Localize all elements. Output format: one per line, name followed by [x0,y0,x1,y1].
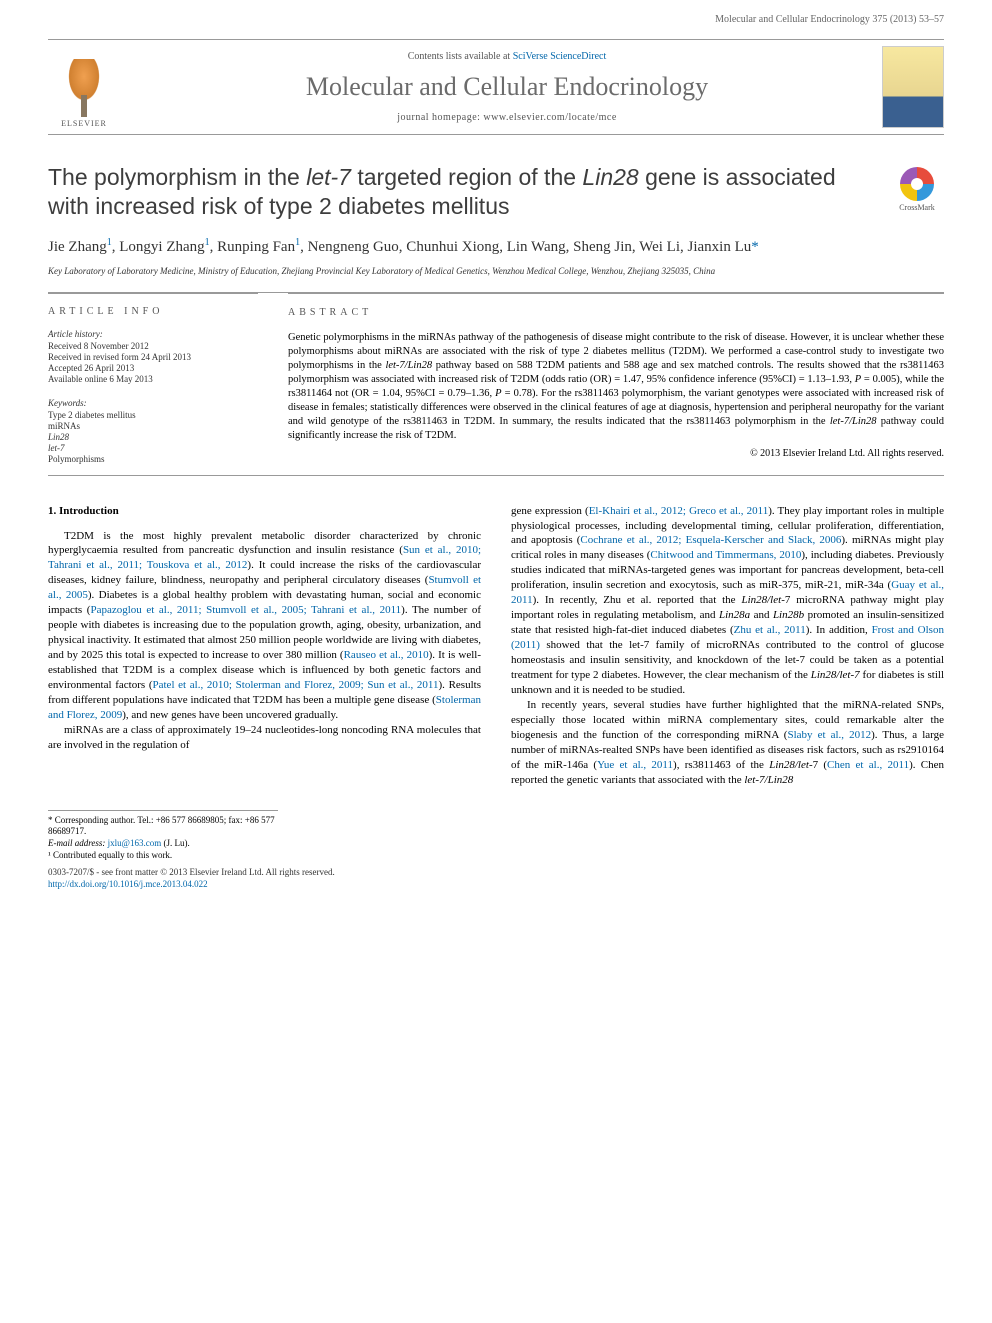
citation-link[interactable]: Slaby et al., 2012 [787,729,871,741]
article-info: article info Article history: Received 8… [48,293,258,465]
crossmark-icon [900,167,934,201]
citation-link[interactable]: Cochrane et al., 2012; Esquela-Kerscher … [580,534,841,546]
body-paragraph: In recently years, several studies have … [511,698,944,788]
banner-center: Contents lists available at SciVerse Sci… [132,51,882,123]
author-name: Jie Zhang [48,239,107,255]
issn-line: 0303-7207/$ - see front matter © 2013 El… [48,867,944,879]
citation-link[interactable]: Chen et al., 2011 [827,759,909,771]
homepage-prefix: journal homepage: [397,112,483,123]
contrib-note: ¹ Contributed equally to this work. [48,850,278,862]
keyword: Type 2 diabetes mellitus [48,410,258,420]
corresponding-mark[interactable]: * [751,239,759,255]
elsevier-tree-icon [58,59,110,117]
history-line: Received 8 November 2012 [48,341,258,351]
article-title: The polymorphism in the let-7 targeted r… [48,163,872,222]
email-link[interactable]: jxlu@163.com [108,838,162,848]
citation-link[interactable]: Rauseo et al., 2010 [344,649,429,661]
abstract-heading: abstract [288,306,944,319]
text: and [750,609,773,621]
article-header: The polymorphism in the let-7 targeted r… [48,163,944,278]
email-label: E-mail address: [48,838,105,848]
title-seg: targeted region of the [351,164,582,190]
body-col-right: gene expression (El-Khairi et al., 2012;… [511,504,944,788]
crossmark-label: CrossMark [890,203,944,212]
author-name: , Runping Fan [210,239,295,255]
history-line: Available online 6 May 2013 [48,374,258,384]
doi-block: 0303-7207/$ - see front matter © 2013 El… [48,867,944,890]
keyword: Lin28 [48,432,258,442]
body-paragraph: gene expression (El-Khairi et al., 2012;… [511,504,944,698]
italic: Lin28/let [741,594,781,606]
citation-link[interactable]: Patel et al., 2010; Stolerman and Florez… [153,679,439,691]
keywords-label: Keywords: [48,398,258,408]
citation-link[interactable]: Chitwood and Timmermans, 2010 [650,549,801,561]
author-name: , Nengneng Guo, Chunhui Xiong, Lin Wang,… [300,239,751,255]
citation-link[interactable]: Zhu et al., 2011 [734,624,806,636]
info-abstract-row: article info Article history: Received 8… [48,293,944,465]
text: ), rs3811463 of the [673,759,769,771]
sciencedirect-link[interactable]: SciVerse ScienceDirect [513,51,607,62]
journal-title: Molecular and Cellular Endocrinology [132,72,882,102]
italic: Lin28/let [769,759,809,771]
corresponding-note: * Corresponding author. Tel.: +86 577 86… [48,815,278,838]
elsevier-logo: ELSEVIER [48,46,120,128]
elsevier-text: ELSEVIER [61,119,107,128]
keyword: miRNAs [48,421,258,431]
email-line: E-mail address: jxlu@163.com (J. Lu). [48,838,278,850]
title-italic: let-7 [306,164,351,190]
abs-italic: let-7/Lin28 [385,360,432,371]
body-col-left: 1. Introduction T2DM is the most highly … [48,504,481,788]
affiliation: Key Laboratory of Laboratory Medicine, M… [48,266,944,278]
italic: Lin28b [773,609,804,621]
body-columns: 1. Introduction T2DM is the most highly … [48,504,944,788]
homepage-url[interactable]: www.elsevier.com/locate/mce [483,112,616,123]
history-label: Article history: [48,329,258,339]
italic: Lin28a [719,609,750,621]
italic: Lin28/let-7 [811,669,860,681]
text: ), and new genes have been uncovered gra… [122,709,338,721]
citation-link[interactable]: Yue et al., 2011 [597,759,673,771]
abstract-text: Genetic polymorphisms in the miRNAs path… [288,331,944,444]
text: ). In addition, [806,624,872,636]
journal-banner: ELSEVIER Contents lists available at Sci… [48,39,944,135]
crossmark-badge[interactable]: CrossMark [890,167,944,212]
title-seg: The polymorphism in the [48,164,306,190]
history-line: Received in revised form 24 April 2013 [48,352,258,362]
footer-notes: * Corresponding author. Tel.: +86 577 86… [48,810,278,862]
italic: let-7/Lin28 [744,774,793,786]
text: -7 ( [809,759,827,771]
abs-italic: let-7/Lin28 [830,416,877,427]
body-paragraph: miRNAs are a class of approximately 19–2… [48,723,481,753]
journal-cover-thumb [882,46,944,128]
contents-prefix: Contents lists available at [408,51,513,62]
abstract: abstract Genetic polymorphisms in the mi… [288,293,944,465]
text: gene expression ( [511,505,589,517]
keyword: Polymorphisms [48,454,258,464]
copyright: © 2013 Elsevier Ireland Ltd. All rights … [288,447,944,460]
info-heading: article info [48,306,258,317]
email-suffix: (J. Lu). [161,838,190,848]
history-line: Accepted 26 April 2013 [48,363,258,373]
keyword: let-7 [48,443,258,453]
authors: Jie Zhang1, Longyi Zhang1, Runping Fan1,… [48,236,944,258]
citation-link[interactable]: El-Khairi et al., 2012; Greco et al., 20… [589,505,769,517]
running-header: Molecular and Cellular Endocrinology 375… [0,0,992,31]
text: ). In recently, Zhu et al. reported that… [533,594,742,606]
doi-link[interactable]: http://dx.doi.org/10.1016/j.mce.2013.04.… [48,879,944,891]
divider [48,475,944,476]
text: miRNAs are a class of approximately 19–2… [48,724,481,751]
citation-link[interactable]: Papazoglou et al., 2011; Stumvoll et al.… [90,604,401,616]
body-paragraph: T2DM is the most highly prevalent metabo… [48,529,481,723]
title-italic: Lin28 [582,164,638,190]
author-name: , Longyi Zhang [112,239,205,255]
section-title: 1. Introduction [48,504,481,519]
contents-line: Contents lists available at SciVerse Sci… [132,51,882,62]
homepage-line: journal homepage: www.elsevier.com/locat… [132,112,882,123]
